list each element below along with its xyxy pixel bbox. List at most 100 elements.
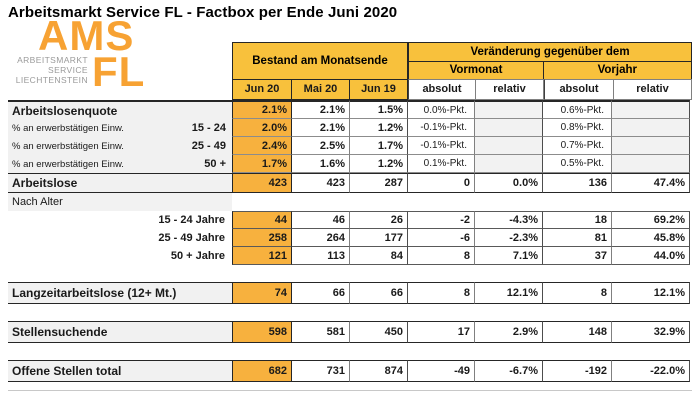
cell-vm-relativ: 12.1% — [475, 282, 543, 304]
ams-fl-logo: AMS ARBEITSMARKT SERVICE LIECHTENSTEIN F… — [8, 15, 178, 100]
cell-jun19: 84 — [350, 247, 408, 265]
cell-vj-relativ — [612, 119, 690, 137]
logo-subtitle-line: LIECHTENSTEIN — [15, 75, 88, 85]
cell-mai20: 423 — [292, 173, 350, 193]
logo-acronym: AMS — [38, 12, 135, 59]
row-age-range: 50 + — [204, 158, 226, 170]
bottom-divider — [8, 390, 692, 391]
cell-vj-relativ — [612, 100, 690, 119]
cell-jun20: 121 — [232, 247, 292, 265]
cell-vm-relativ: 2.9% — [475, 321, 543, 343]
logo-region: FL — [92, 48, 146, 95]
header-vorjahr: Vorjahr — [542, 60, 692, 80]
row-age-range: 25 - 49 — [191, 140, 226, 152]
row-label: 15 - 24 Jahre — [8, 211, 232, 229]
cell-vm-absolut: 17 — [407, 321, 475, 343]
table-row: Nach Alter — [8, 193, 692, 211]
cell-jun20: 2.1% — [232, 100, 292, 119]
row-label: 25 - 49 Jahre — [8, 229, 232, 247]
cell-jun20: 423 — [232, 173, 292, 193]
cell-jun19: 1.2% — [350, 119, 408, 137]
cell-vj-relativ: 69.2% — [612, 211, 690, 229]
cell-mai20: 46 — [292, 211, 350, 229]
row-label: % an erwerbstätigen Einw. 15 - 24 — [8, 119, 232, 137]
table-row: % an erwerbstätigen Einw. 50 +1.7% 1.6% 1.2… — [8, 155, 692, 173]
table-row: % an erwerbstätigen Einw. 25 - 49 2.4% 2.5%… — [8, 137, 692, 155]
cell-jun19: 177 — [350, 229, 408, 247]
cell-jun20: 2.0% — [232, 119, 292, 137]
cell-jun19: 287 — [350, 173, 408, 193]
cell-vj-relativ: 44.0% — [612, 247, 690, 265]
header-col-vm-absolut: absolut — [408, 78, 476, 100]
cell-jun20: 44 — [232, 211, 292, 229]
row-label: Nach Alter — [8, 193, 232, 211]
cell-vm-absolut: -0.1%-Pkt. — [407, 137, 475, 155]
header-bestand: Bestand am Monatsende — [232, 42, 408, 80]
cell-jun19: 874 — [350, 360, 408, 382]
header-col-vj-absolut: absolut — [544, 78, 614, 100]
cell-vm-relativ: 7.1% — [475, 247, 543, 265]
cell-vj-relativ — [612, 137, 690, 155]
cell-jun19: 1.2% — [350, 155, 408, 173]
cell-jun20: 598 — [232, 321, 292, 343]
header-col-vm-relativ: relativ — [476, 78, 544, 100]
table-row: Stellensuchende 598 581 450 17 2.9% 148 32.9% — [8, 321, 692, 343]
header-col-jun20: Jun 20 — [232, 78, 292, 100]
table-row: Offene Stellen total 682 731 874 -49 -6.7% -19… — [8, 360, 692, 382]
cell-jun20: 74 — [232, 282, 292, 304]
cell-mai20: 581 — [292, 321, 350, 343]
cell-vm-relativ — [475, 100, 543, 119]
row-label: 50 + Jahre — [8, 247, 232, 265]
logo-subtitle-line: ARBEITSMARKT — [17, 55, 88, 65]
cell-jun19: 66 — [350, 282, 408, 304]
logo-subtitle: ARBEITSMARKT SERVICE LIECHTENSTEIN — [8, 55, 88, 85]
cell-vm-relativ: -2.3% — [475, 229, 543, 247]
cell-vj-relativ: 32.9% — [612, 321, 690, 343]
cell-vj-absolut: 81 — [542, 229, 612, 247]
cell-jun19: 26 — [350, 211, 408, 229]
cell-vj-absolut: 136 — [542, 173, 612, 193]
cell-vj-relativ — [612, 155, 690, 173]
cell-vj-absolut: 0.6%-Pkt. — [542, 100, 612, 119]
cell-vj-absolut: -192 — [542, 360, 612, 382]
cell-vj-relativ: 45.8% — [612, 229, 690, 247]
cell-vm-absolut: 0 — [407, 173, 475, 193]
cell-jun19: 1.7% — [350, 137, 408, 155]
cell-vj-absolut: 18 — [542, 211, 612, 229]
header-col-mai20: Mai 20 — [292, 78, 350, 100]
table-row: Arbeitslose 423 423 287 0 0.0% 136 47.4% — [8, 173, 692, 193]
header-col-jun19: Jun 19 — [350, 78, 408, 100]
logo-subtitle-line: SERVICE — [48, 65, 88, 75]
table-row: Arbeitslosenquote 2.1% 2.1% 1.5% 0.0%-Pkt. 0.… — [8, 100, 692, 119]
cell-vj-relativ: -22.0% — [612, 360, 690, 382]
cell-vm-relativ: -4.3% — [475, 211, 543, 229]
cell-vm-relativ — [475, 137, 543, 155]
table-row: 25 - 49 Jahre 258 264 177 -6 -2.3% 81 45.8% — [8, 229, 692, 247]
cell-vm-absolut: 0.1%-Pkt. — [407, 155, 475, 173]
row-age-range: 15 - 24 — [191, 122, 226, 134]
cell-vm-absolut: 8 — [407, 247, 475, 265]
cell-vm-relativ: -6.7% — [475, 360, 543, 382]
cell-jun20: 258 — [232, 229, 292, 247]
cell-jun20: 2.4% — [232, 137, 292, 155]
cell-vm-absolut: -49 — [407, 360, 475, 382]
cell-vj-absolut: 0.7%-Pkt. — [542, 137, 612, 155]
cell-vj-absolut: 0.8%-Pkt. — [542, 119, 612, 137]
cell-vm-absolut: -2 — [407, 211, 475, 229]
cell-vm-relativ — [475, 155, 543, 173]
cell-jun19: 450 — [350, 321, 408, 343]
cell-vm-absolut: -6 — [407, 229, 475, 247]
cell-jun20: 1.7% — [232, 155, 292, 173]
spacer-row — [8, 343, 692, 360]
cell-jun20: 682 — [232, 360, 292, 382]
row-label: Arbeitslose — [8, 173, 232, 193]
cell-vj-relativ: 12.1% — [612, 282, 690, 304]
table-body: Arbeitslosenquote 2.1% 2.1% 1.5% 0.0%-Pkt. 0.… — [8, 100, 692, 382]
row-label: Arbeitslosenquote — [8, 100, 232, 119]
row-label: Langzeitarbeitslose (12+ Mt.) — [8, 282, 232, 304]
cell-vm-absolut: 8 — [407, 282, 475, 304]
spacer-row — [8, 265, 692, 282]
cell-mai20: 731 — [292, 360, 350, 382]
table-row: 50 + Jahre 121 113 84 8 7.1% 37 44.0% — [8, 247, 692, 265]
